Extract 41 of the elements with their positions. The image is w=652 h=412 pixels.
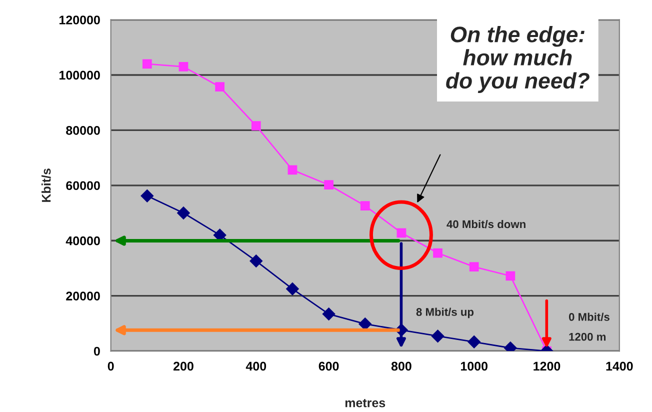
point bbox=[177, 206, 190, 220]
y-tick-label: 60000 bbox=[66, 181, 100, 190]
point bbox=[506, 271, 516, 281]
y-axis-title: Kbit/s bbox=[42, 168, 51, 202]
point bbox=[322, 308, 336, 320]
point bbox=[288, 165, 298, 175]
point bbox=[215, 82, 225, 92]
point bbox=[140, 189, 154, 202]
y-tick-label: 20000 bbox=[66, 292, 100, 300]
x-tick-label: 600 bbox=[318, 362, 339, 371]
x-tick-label: 0 bbox=[108, 362, 114, 371]
point bbox=[251, 121, 261, 130]
point bbox=[358, 318, 372, 330]
y-tick-label: 120000 bbox=[60, 16, 100, 24]
point bbox=[396, 228, 406, 238]
annotation: 8 Mbit/s up bbox=[416, 308, 474, 318]
y-tick-label: 40000 bbox=[66, 236, 100, 246]
x-tick-label: 800 bbox=[391, 362, 412, 371]
point bbox=[250, 254, 263, 268]
point bbox=[178, 62, 188, 72]
y-tick-label: 0 bbox=[94, 346, 100, 356]
annotation: On the edge: how much do you need? bbox=[446, 26, 590, 94]
x-tick-label: 1200 bbox=[534, 362, 560, 371]
point bbox=[142, 59, 152, 69]
point bbox=[468, 336, 481, 348]
annotation: 0 Mbit/s bbox=[568, 312, 610, 321]
point bbox=[433, 248, 442, 258]
point bbox=[360, 201, 370, 211]
x-tick-label: 1400 bbox=[606, 362, 633, 371]
x-tick-label: 400 bbox=[246, 362, 266, 371]
point bbox=[469, 262, 479, 272]
point bbox=[286, 282, 299, 296]
y-tick-label: 100000 bbox=[60, 70, 100, 80]
x-tick-label: 200 bbox=[174, 362, 194, 371]
point bbox=[431, 330, 444, 343]
annotation: 40 Mbit/s down bbox=[446, 220, 526, 228]
x-tick-label: 1000 bbox=[460, 362, 488, 371]
y-tick-label: 80000 bbox=[66, 126, 100, 135]
x-axis-title: metres bbox=[345, 398, 386, 408]
point bbox=[324, 180, 334, 190]
annotation: 1200 m bbox=[569, 332, 606, 341]
